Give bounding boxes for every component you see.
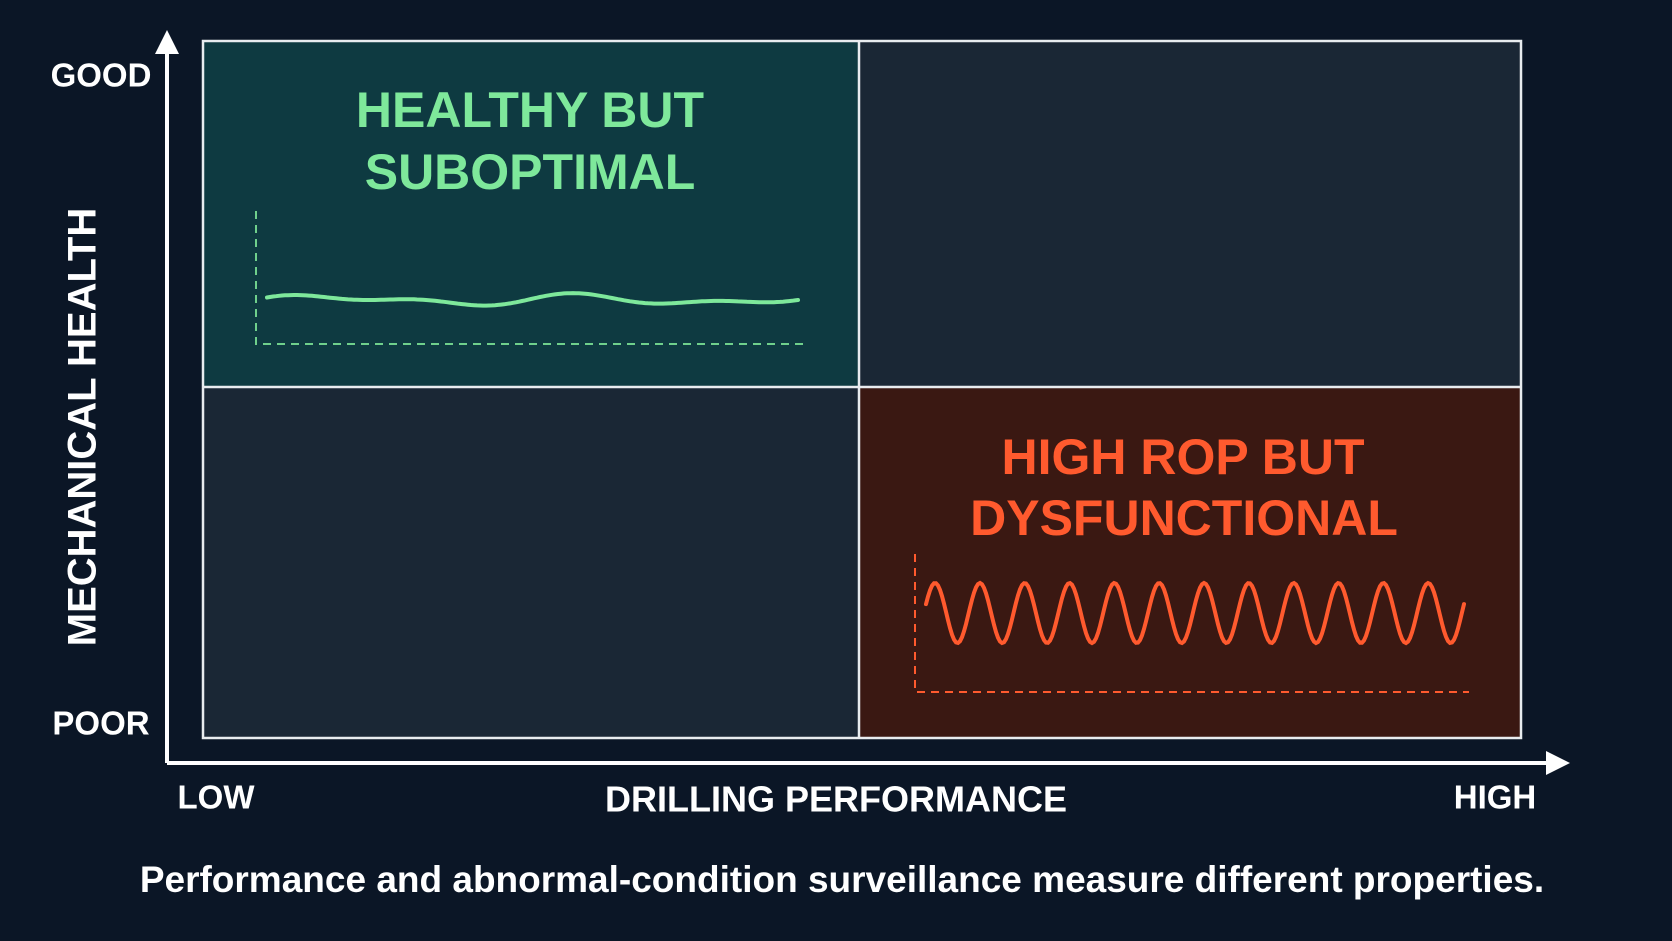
axes [165, 48, 1550, 765]
signal-wave [265, 291, 800, 308]
x-axis-arrow [1546, 751, 1570, 775]
quadrant-top-left [203, 41, 859, 387]
mini-plot-axis [914, 554, 1469, 693]
mini-plot-axes [255, 211, 805, 345]
x-axis-left: LOW [178, 779, 256, 816]
quadrant-title: HIGH ROP BUT [1002, 429, 1365, 485]
quadrant-bottom-left [203, 387, 859, 738]
y-axis-label: MECHANICAL HEALTH [61, 208, 105, 647]
y-axis-bottom: POOR [52, 705, 149, 742]
quadrant-title: SUBOPTIMAL [365, 144, 696, 200]
caption: Performance and abnormal-condition surve… [140, 859, 1544, 900]
quadrant-title: DYSFUNCTIONAL [970, 490, 1398, 546]
y-axis-arrow [155, 30, 179, 54]
mini-plot-axis [255, 211, 805, 345]
x-axis-label: DRILLING PERFORMANCE [605, 779, 1067, 820]
y-axis-top: GOOD [51, 57, 152, 94]
mini-plot-axes [914, 554, 1469, 693]
x-axis-right: HIGH [1454, 779, 1537, 816]
quadrant-title: HEALTHY BUT [356, 82, 704, 138]
grid [201, 39, 1523, 740]
signal-wave [924, 580, 1466, 646]
quadrant-top-right [859, 41, 1521, 387]
grid-border [201, 39, 1523, 740]
quadrant-bottom-right [859, 387, 1521, 738]
